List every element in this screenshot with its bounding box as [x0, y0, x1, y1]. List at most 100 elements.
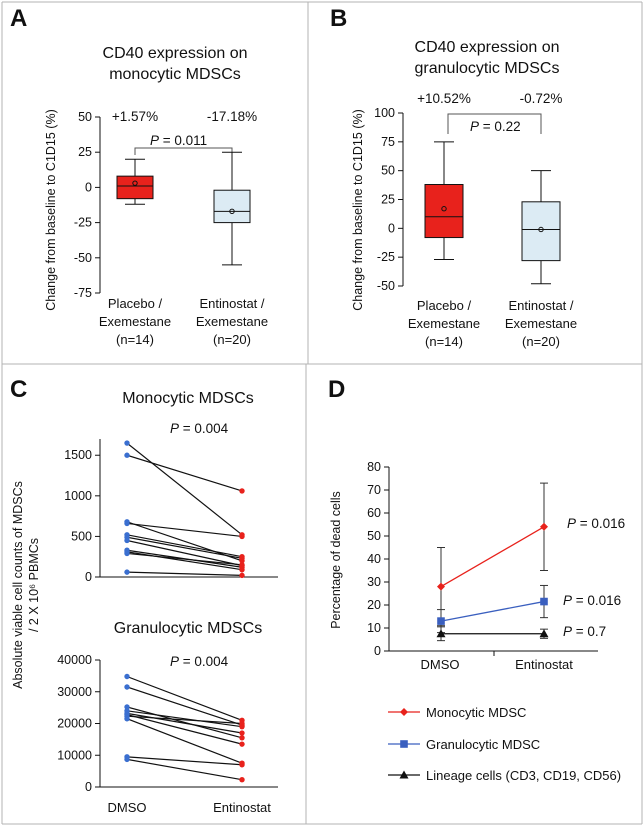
panel-b-label: B: [330, 5, 347, 32]
panel-c-bottom-y-tick-label-0: 0: [85, 780, 92, 794]
panel-c-bottom-pair-line-4: [126, 712, 243, 734]
panel-a-chart: CD40 expression on monocytic MDSCs Chang…: [44, 45, 268, 347]
panel-b-group-placebo-line2: Exemestane: [408, 316, 480, 331]
panel-d-y-tick-label-3: 30: [367, 575, 381, 589]
legend-marker-1: [400, 740, 408, 748]
panel-a-pct-placebo: +1.57%: [112, 109, 158, 124]
panel-c-top-entinostat-point-10: [239, 572, 245, 579]
panel-c-bottom-pair-line-9: [126, 758, 243, 781]
panel-d-s1-point-0: [437, 617, 445, 625]
panel-a-box-entinostat: [213, 151, 251, 266]
panel-c-top-dmso-point-9: [124, 550, 130, 557]
panel-b-y-tick-label-5: 75: [381, 135, 395, 149]
panel-c-bottom-dmso-point-2: [124, 704, 130, 710]
panel-a-placebo-iqr-box: [116, 175, 154, 200]
panel-b-box-placebo: [424, 141, 464, 260]
panel-b-p-value: P = 0.22: [470, 119, 521, 134]
panel-c-x-label-dmso: DMSO: [108, 800, 147, 815]
legend-label-lineage: Lineage cells (CD3, CD19, CD56): [426, 768, 621, 783]
panel-c-bottom-pair-line-7: [126, 718, 243, 764]
legend-marker-0: [400, 708, 408, 716]
panel-a-y-tick-label-5: 50: [78, 110, 92, 124]
panel-c-top-pair-line-0: [126, 442, 243, 536]
panel-b-y-axis-label: Change from baseline to C1D15 (%): [351, 109, 365, 311]
panel-d-p-monocytic: P = 0.016: [567, 516, 625, 531]
panel-d-chart: Percentage of dead cells 0 10 20 30 40 50 60 70…: [329, 460, 625, 783]
panel-b-chart: CD40 expression on granulocytic MDSCs Ch…: [351, 39, 577, 349]
panel-c-bottom-p-value: P = 0.004: [170, 654, 229, 669]
panel-c-top-dmso-point-10: [124, 569, 130, 575]
panel-a-title-line1: CD40 expression on: [103, 45, 248, 62]
panel-b-y-tick-label-3: 25: [381, 193, 395, 207]
panel-d-s0-point-0: [437, 582, 445, 591]
panel-c-top-pair-line-1: [126, 454, 243, 492]
panel-c-bottom-dmso-point-1: [124, 684, 130, 690]
panel-c-bottom-pair-line-8: [126, 756, 243, 766]
panel-b-group-placebo-line1: Placebo /: [417, 298, 472, 313]
panel-c-bottom-dmso-point-0: [124, 673, 130, 680]
panel-c-top-pair-line-10: [126, 571, 243, 576]
panel-b-y-axis: -50 -25 0 25 50 75 100: [374, 106, 404, 293]
panel-c-top-entinostat-point-3: [239, 533, 245, 540]
panel-a-box-placebo: [116, 158, 154, 205]
panel-b-group-entinostat-line1: Entinostat /: [508, 298, 573, 313]
panel-a-y-tick-label-2: -25: [74, 216, 92, 230]
panel-b-pct-placebo: +10.52%: [417, 91, 471, 106]
panel-a-entinostat-iqr-box: [213, 189, 251, 224]
panel-c-bottom-y-tick-label-4: 40000: [57, 653, 92, 667]
panel-d-y-axis-label: Percentage of dead cells: [329, 491, 343, 629]
panel-a-label: A: [10, 5, 27, 32]
panel-c-bottom-pair-line-3: [126, 710, 243, 728]
panel-a-y-tick-label-4: 25: [78, 145, 92, 159]
panel-c-top-pair-line-5: [126, 536, 243, 559]
panel-a-p-value: P = 0.011: [150, 133, 207, 148]
panel-c-bottom-pairs: [124, 673, 245, 783]
panel-b-y-tick-label-0: -50: [377, 279, 395, 293]
panel-c-bottom-dmso-point-9: [124, 756, 130, 763]
panel-c-bottom-pair-line-0: [126, 675, 243, 721]
panel-c-label: C: [10, 376, 27, 403]
panel-d-y-tick-label-7: 70: [367, 483, 381, 497]
panel-c-y-axis-label-line2: / 2 X 10⁶ PBMCs: [27, 538, 41, 632]
panel-c-top-dmso-point-6: [124, 537, 130, 544]
panel-c-bottom-y-tick-label-3: 30000: [57, 685, 92, 699]
panel-c-bottom-y-tick-label-2: 20000: [57, 717, 92, 731]
panel-d-axes: 0 10 20 30 40 50 60 70 80: [367, 460, 598, 658]
panel-b-box-entinostat: [521, 170, 561, 285]
panel-a-group-entinostat-line3: (n=20): [213, 332, 251, 347]
panel-c-bottom-dmso-point-7: [124, 716, 130, 722]
panel-d-p-granulocytic: P = 0.016: [563, 593, 621, 608]
panel-c-top-y-tick-label-2: 1000: [64, 489, 92, 503]
panel-b-pct-entinostat: -0.72%: [520, 91, 563, 106]
panel-c-top-pairs: [124, 440, 245, 579]
panel-c-top-y-tick-label-0: 0: [85, 570, 92, 584]
panel-a-group-entinostat-line1: Entinostat /: [199, 296, 264, 311]
panel-d-series: [436, 482, 549, 642]
panel-c-bottom-pair-line-1: [126, 686, 243, 726]
panel-a-group-placebo-line1: Placebo /: [108, 296, 163, 311]
panel-d-s0-line: [440, 526, 545, 588]
panel-c-bottom-entinostat-point-5: [239, 741, 245, 747]
legend-marker-2: [399, 770, 409, 779]
panel-c-top-y-tick-label-1: 500: [71, 529, 92, 543]
panel-a-significance-bracket: [134, 147, 233, 155]
panel-a-group-entinostat-line2: Exemestane: [196, 314, 268, 329]
panel-c-chart: Absolute viable cell counts of MDSCs / 2…: [11, 390, 278, 815]
panel-d-y-tick-label-4: 40: [367, 552, 381, 566]
panel-c-top-title: Monocytic MDSCs: [122, 390, 254, 407]
panel-c-bottom-pair-line-2: [126, 706, 243, 739]
panel-c-bottom-title: Granulocytic MDSCs: [114, 620, 262, 637]
panel-d-p-lineage: P = 0.7: [563, 624, 606, 639]
panel-a-title-line2: monocytic MDSCs: [109, 66, 241, 83]
panel-d-s1-line: [440, 600, 545, 622]
panel-b-group-placebo-line3: (n=14): [425, 334, 463, 349]
panel-d-s2-point-1: [539, 629, 549, 638]
panel-a-placebo-mean: [132, 180, 138, 186]
panel-c-top-y-axis: 0 500 1000 1500: [64, 439, 278, 584]
panel-d-s2-point-0: [436, 629, 446, 638]
panel-d-y-tick-label-2: 20: [367, 598, 381, 612]
legend-label-monocytic: Monocytic MDSC: [426, 705, 526, 720]
